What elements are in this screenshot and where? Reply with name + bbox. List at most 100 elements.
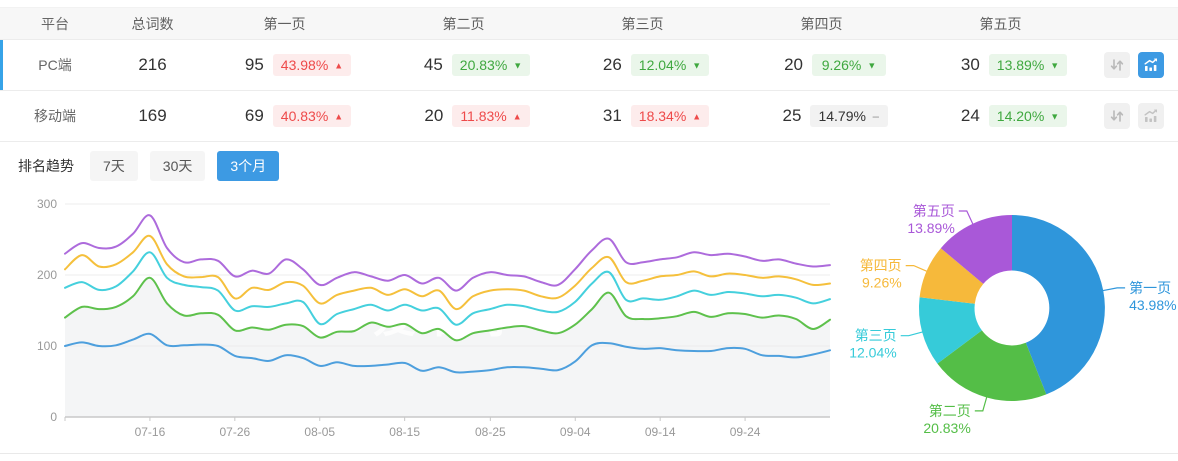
label-leader-line — [974, 396, 988, 412]
page-count: 24 — [960, 106, 980, 125]
page-change-pct: 43.98% — [280, 57, 329, 73]
series-line-第一页 — [64, 332, 831, 374]
total-words-value: 216 — [138, 55, 167, 74]
table-header: 平台 总词数 第一页 第二页 第三页 第四页 第五页 — [0, 7, 1178, 40]
label-leader-line — [900, 331, 924, 337]
page-change-pct: 13.89% — [996, 57, 1045, 73]
page-count: 25 — [782, 106, 802, 125]
trend-chart-icon — [1143, 57, 1159, 73]
page-change-badge: 11.83% ▲ — [452, 105, 530, 127]
page-change-pct: 18.34% — [638, 108, 687, 124]
sort-button[interactable] — [1104, 103, 1130, 129]
slice-label-第二页: 第二页 — [929, 403, 971, 419]
page-change-badge: 14.20% ▼ — [988, 105, 1068, 127]
slice-label-第五页: 第五页 — [913, 203, 955, 219]
y-axis-tick: 0 — [50, 410, 57, 424]
change-down-icon: ▼ — [513, 60, 523, 70]
page-change-pct: 11.83% — [460, 108, 507, 124]
sort-icon — [1110, 58, 1124, 72]
platform-label: 移动端 — [34, 108, 76, 124]
table-row-pc[interactable]: PC端 216 95 43.98% ▲ 45 20.83% ▼ 26 12.04% ▼ 20 9.26%… — [0, 40, 1178, 91]
sort-button[interactable] — [1104, 52, 1130, 78]
donut-slice-第三页[interactable] — [918, 297, 982, 364]
page-change-pct: 40.83% — [280, 108, 329, 124]
page-count: 30 — [960, 55, 980, 74]
slice-pct-第一页: 43.98% — [1129, 297, 1176, 313]
tab-3m[interactable]: 3个月 — [217, 151, 280, 181]
x-axis-tick: 09-24 — [730, 425, 761, 439]
series-line-第五页 — [64, 214, 831, 292]
keyword-rank-panel: 平台 总词数 第一页 第二页 第三页 第四页 第五页 PC端 216 95 43.98… — [0, 7, 1178, 454]
tab-7d[interactable]: 7天 — [90, 151, 138, 181]
col-header-page-5: 第五页 — [979, 15, 1022, 32]
col-header-page-2: 第二页 — [442, 15, 485, 32]
x-axis-tick: 08-05 — [304, 425, 335, 439]
page-count: 20 — [784, 55, 803, 74]
slice-pct-第四页: 9.26% — [862, 275, 902, 291]
y-axis-tick: 100 — [37, 339, 57, 353]
donut-slice-第一页[interactable] — [1012, 215, 1105, 395]
change-up-icon: ▲ — [334, 111, 344, 121]
show-trend-chart-button[interactable] — [1138, 103, 1164, 129]
change-up-icon: ▲ — [512, 111, 522, 121]
page-change-pct: 9.26% — [821, 57, 862, 73]
change-down-icon: ▼ — [867, 60, 877, 70]
col-header-page-1: 第一页 — [263, 15, 306, 32]
page-count: 69 — [244, 106, 264, 125]
page-change-pct: 14.79% — [818, 108, 866, 124]
page-change-badge: 40.83% ▲ — [272, 105, 352, 127]
donut-slice-第二页[interactable] — [937, 330, 1047, 401]
page-count: 26 — [602, 55, 622, 74]
y-axis-tick: 300 — [37, 197, 57, 211]
page-change-badge: 13.89% ▼ — [988, 54, 1068, 76]
show-trend-chart-button[interactable] — [1138, 52, 1164, 78]
rank-table: 平台 总词数 第一页 第二页 第三页 第四页 第五页 PC端 216 95 43.98… — [0, 7, 1178, 142]
watermark: 爱站网 — [327, 293, 505, 342]
slice-pct-第二页: 20.83% — [923, 420, 970, 436]
col-header-total: 总词数 — [131, 15, 174, 32]
series-line-第二页 — [64, 276, 831, 342]
tab-30d[interactable]: 30天 — [149, 151, 206, 181]
change-down-icon: ▼ — [1050, 60, 1060, 70]
series-line-第四页 — [64, 234, 831, 311]
page-count: 95 — [244, 55, 264, 74]
sort-icon — [1110, 109, 1124, 123]
table-row-mobile[interactable]: 移动端 169 69 40.83% ▲ 20 11.83% ▲ 31 18.34% ▲ 25 14.79… — [0, 91, 1178, 142]
x-axis-tick: 09-14 — [645, 425, 676, 439]
page-change-badge: 12.04% ▼ — [630, 54, 710, 76]
total-words-value: 169 — [138, 106, 167, 125]
change-up-icon: ▲ — [334, 60, 344, 70]
page-change-badge: 18.34% ▲ — [630, 105, 710, 127]
page-change-badge: 20.83% ▼ — [451, 54, 531, 76]
label-leader-line — [1102, 287, 1126, 292]
x-axis-tick: 09-04 — [560, 425, 591, 439]
page-change-pct: 20.83% — [459, 57, 508, 73]
page-change-badge: 43.98% ▲ — [272, 54, 352, 76]
change-flat-icon: − — [871, 109, 880, 124]
svg-text:爱站网: 爱站网 — [373, 293, 505, 342]
slice-label-第一页: 第一页 — [1129, 280, 1171, 296]
donut-slice-第四页[interactable] — [919, 248, 984, 304]
x-axis-tick: 08-15 — [389, 425, 420, 439]
x-axis-tick: 07-26 — [219, 425, 250, 439]
slice-label-第三页: 第三页 — [855, 328, 897, 344]
change-down-icon: ▼ — [692, 60, 702, 70]
page-count: 45 — [423, 55, 443, 74]
page-change-badge: 9.26% ▼ — [812, 54, 886, 76]
donut-slice-第五页[interactable] — [940, 215, 1012, 284]
trend-chart-icon — [1143, 108, 1159, 124]
change-down-icon: ▼ — [1050, 111, 1060, 121]
platform-label: PC端 — [38, 57, 72, 73]
trend-bar: 排名趋势 7天 30天 3个月 — [0, 151, 1178, 181]
page-distribution-donut: 第一页 43.98% 第二页 20.83% 第三页 12.04% 第四页 9.26% 第五页 13… — [848, 172, 1178, 452]
series-line-第三页 — [64, 251, 831, 326]
page-change-pct: 14.20% — [996, 108, 1045, 124]
y-axis-tick: 200 — [37, 268, 57, 282]
page-count: 31 — [602, 106, 622, 125]
x-axis-tick: 08-25 — [475, 425, 506, 439]
slice-pct-第三页: 12.04% — [849, 345, 896, 361]
page-count: 20 — [424, 106, 444, 125]
col-header-platform: 平台 — [41, 15, 69, 32]
slice-label-第四页: 第四页 — [860, 258, 902, 274]
trend-tabs: 7天 30天 3个月 — [90, 151, 291, 181]
